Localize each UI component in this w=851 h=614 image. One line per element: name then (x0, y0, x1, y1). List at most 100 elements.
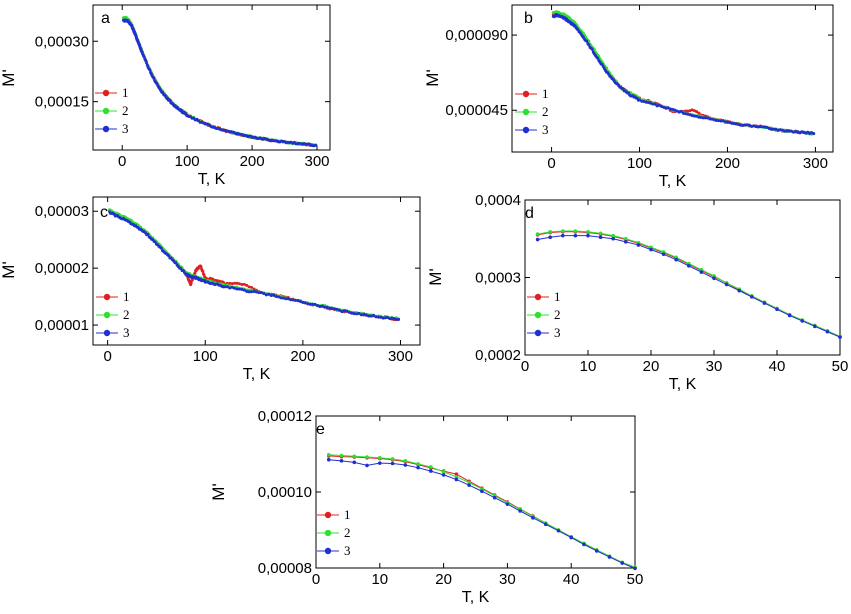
x-tick-label: 200 (715, 155, 740, 172)
y-tick-label: 0,0004 (475, 192, 521, 209)
data-point (193, 271, 197, 275)
data-point (739, 123, 743, 127)
legend: 1 2 3 (95, 85, 129, 136)
data-point (245, 289, 249, 293)
panel-letter: c (100, 204, 108, 221)
legend-marker (103, 293, 111, 301)
data-point (340, 310, 344, 314)
data-point (627, 91, 631, 95)
data-point (374, 315, 378, 319)
legend-marker (103, 311, 111, 319)
data-point (377, 315, 381, 319)
data-point (607, 555, 612, 559)
data-point (240, 287, 244, 291)
data-point (697, 115, 701, 119)
legend-marker (324, 511, 332, 519)
data-point (264, 293, 268, 297)
data-point (825, 329, 830, 334)
y-tick-label: 0,00001 (35, 317, 89, 334)
series-line-3 (553, 14, 814, 135)
legend-marker (522, 90, 530, 98)
data-point (330, 307, 334, 311)
series-line-1 (123, 17, 316, 146)
chart-panel-c: 0 100 200 300 0,00001 0,00002 0,00003 T, K M' c 1 2… (0, 196, 421, 383)
chart-panel-e: 0 10 20 30 40 50 0,00008 0,00010 0,00012 T, K M' e 1… (209, 408, 643, 606)
data-point (518, 509, 522, 513)
y-tick-label: 0,00030 (35, 33, 89, 50)
x-tick-label: 40 (563, 571, 580, 588)
data-point (813, 324, 817, 329)
x-tick-label: 100 (175, 153, 200, 170)
data-point (316, 303, 320, 307)
data-point (699, 270, 704, 274)
x-tick-label: 300 (304, 153, 329, 170)
x-tick-label: 200 (240, 153, 265, 170)
data-point (298, 300, 302, 304)
x-tick-label: 10 (580, 358, 597, 375)
data-point (640, 99, 644, 103)
data-point (378, 456, 382, 460)
plot-frame (524, 199, 841, 356)
data-point (403, 463, 408, 467)
y-axis-label: M' (423, 69, 442, 86)
legend-label: 2 (344, 525, 351, 540)
data-point (556, 528, 561, 533)
data-point (441, 473, 446, 477)
plot-frame (92, 196, 421, 346)
data-point (769, 127, 773, 131)
legend-marker (103, 329, 111, 337)
legend-marker (102, 89, 110, 97)
data-point (429, 469, 433, 473)
data-point (279, 296, 283, 300)
data-point (586, 229, 590, 234)
data-point (237, 282, 241, 286)
data-point (692, 114, 696, 118)
plot-frame (511, 4, 834, 153)
y-tick-label: 0,000045 (445, 102, 508, 119)
data-point (743, 123, 747, 127)
data-point (441, 470, 446, 474)
data-point (333, 307, 337, 311)
data-point (590, 47, 594, 51)
data-point (636, 243, 641, 247)
x-axis-label: T, K (243, 366, 271, 383)
data-point (674, 257, 678, 262)
data-point (543, 522, 548, 527)
data-point (146, 232, 150, 236)
data-point (454, 477, 459, 482)
series-line-3 (123, 19, 316, 146)
data-point (233, 281, 237, 285)
legend-label: 1 (123, 289, 130, 304)
data-point (492, 495, 497, 500)
panel-letter: e (316, 421, 325, 438)
data-point (712, 276, 716, 281)
data-point (296, 298, 300, 302)
data-point (242, 282, 246, 286)
data-point (326, 452, 331, 457)
data-point (335, 307, 339, 311)
data-point (794, 130, 798, 134)
legend-label: 2 (122, 103, 129, 118)
data-point (598, 231, 603, 236)
legend-label: 3 (344, 543, 351, 558)
data-point (666, 106, 670, 110)
data-point (325, 305, 329, 309)
data-point (454, 475, 459, 479)
data-point (668, 107, 672, 111)
data-point (359, 313, 363, 317)
data-point (199, 265, 203, 269)
data-point (262, 292, 266, 296)
data-point (624, 236, 628, 241)
x-axis-label: T, K (669, 376, 697, 393)
data-point (737, 288, 741, 293)
x-tick-label: 0 (103, 348, 111, 365)
data-point (357, 311, 361, 315)
data-point (708, 117, 712, 121)
x-axis-label: T, K (462, 589, 490, 606)
data-point (294, 298, 298, 302)
legend-label: 1 (344, 507, 351, 522)
data-point (778, 128, 782, 132)
legend: 1 2 3 (527, 289, 561, 340)
data-point (725, 120, 729, 124)
data-point (624, 240, 628, 244)
